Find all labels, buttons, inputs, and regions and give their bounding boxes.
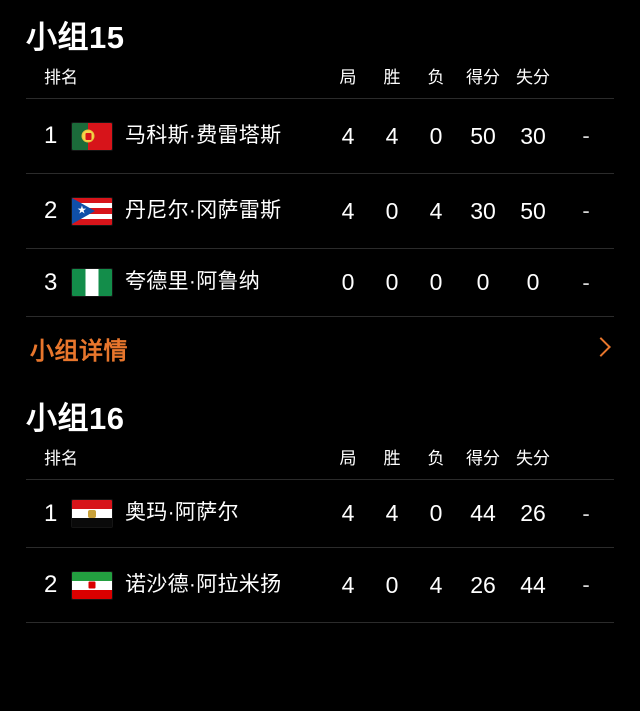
row-points-for: 50 bbox=[470, 122, 496, 149]
column-header-points-for: 得分 bbox=[466, 68, 500, 87]
row-player-name: 夸德里·阿鲁纳 bbox=[125, 270, 261, 294]
table-row[interactable]: 1 奥玛·阿萨尔 4 4 0 44 26 - bbox=[26, 480, 614, 548]
group-details-label: 小组详情 bbox=[30, 337, 128, 365]
table-header-row: 排名 局 胜 负 得分 失分 bbox=[26, 53, 614, 99]
puerto-rico-flag-icon: ★ bbox=[72, 197, 112, 225]
portugal-flag-icon bbox=[72, 122, 112, 150]
column-header-points-against: 失分 bbox=[516, 449, 550, 468]
row-losses: 4 bbox=[429, 197, 443, 224]
group-title-16: 小组16 bbox=[26, 401, 125, 436]
row-wins: 0 bbox=[385, 269, 399, 295]
nigeria-flag-icon bbox=[72, 269, 112, 296]
row-games: 4 bbox=[341, 571, 355, 598]
row-points-against: 30 bbox=[520, 122, 546, 149]
row-extra: - bbox=[582, 269, 590, 295]
row-points-for: 30 bbox=[470, 197, 496, 224]
row-losses: 0 bbox=[429, 500, 443, 526]
row-points-for: 26 bbox=[470, 571, 496, 598]
table-row[interactable]: 1 马科斯·费雷塔斯 4 4 0 50 30 - bbox=[26, 99, 614, 174]
column-header-points-for: 得分 bbox=[466, 449, 500, 468]
table-row-partial[interactable] bbox=[26, 623, 614, 641]
row-losses: 0 bbox=[429, 269, 443, 295]
row-player: 夸德里·阿鲁纳 bbox=[72, 269, 326, 296]
row-points-against: 50 bbox=[520, 197, 546, 224]
row-player: ★ 丹尼尔·冈萨雷斯 bbox=[72, 197, 326, 225]
row-losses: 4 bbox=[429, 571, 443, 598]
row-rank: 2 bbox=[44, 571, 58, 598]
row-player-name: 丹尼尔·冈萨雷斯 bbox=[125, 198, 282, 222]
chevron-right-icon bbox=[590, 337, 612, 359]
column-header-losses: 负 bbox=[427, 449, 445, 468]
column-header-wins: 胜 bbox=[383, 449, 401, 468]
row-rank: 1 bbox=[44, 499, 58, 527]
row-extra: - bbox=[582, 198, 590, 223]
row-wins: 4 bbox=[385, 500, 399, 526]
row-games: 0 bbox=[341, 269, 355, 295]
row-games: 4 bbox=[341, 122, 355, 149]
group-block-15: 小组15 排名 局 胜 负 得分 失分 1 马科斯·费雷塔斯 4 4 bbox=[0, 0, 640, 379]
group-block-16: 小组16 排名 局 胜 负 得分 失分 1 奥玛·阿萨尔 4 4 0 bbox=[0, 379, 640, 641]
row-player: 诺沙德·阿拉米扬 bbox=[72, 571, 326, 599]
row-points-against: 26 bbox=[520, 500, 546, 526]
column-header-games: 局 bbox=[339, 449, 357, 468]
row-rank: 2 bbox=[44, 197, 58, 224]
column-header-rank: 排名 bbox=[44, 68, 78, 87]
row-wins: 4 bbox=[385, 122, 399, 149]
row-rank: 1 bbox=[44, 122, 58, 149]
column-header-losses: 负 bbox=[427, 68, 445, 87]
column-header-points-against: 失分 bbox=[516, 68, 550, 87]
table-header-row: 排名 局 胜 负 得分 失分 bbox=[26, 434, 614, 480]
column-header-wins: 胜 bbox=[383, 68, 401, 87]
table-row[interactable]: 3 夸德里·阿鲁纳 0 0 0 0 0 - bbox=[26, 249, 614, 317]
row-player: 马科斯·费雷塔斯 bbox=[72, 122, 326, 150]
row-wins: 0 bbox=[385, 571, 399, 598]
row-rank: 3 bbox=[44, 268, 58, 296]
row-extra: - bbox=[582, 500, 590, 526]
group-details-link[interactable]: 小组详情 bbox=[26, 317, 614, 379]
standings-table-16: 排名 局 胜 负 得分 失分 1 奥玛·阿萨尔 4 4 0 44 26 bbox=[0, 434, 640, 641]
row-wins: 0 bbox=[385, 197, 399, 224]
row-games: 4 bbox=[341, 500, 355, 526]
row-points-for: 44 bbox=[470, 500, 496, 526]
column-header-rank: 排名 bbox=[44, 449, 78, 468]
row-points-for: 0 bbox=[476, 269, 490, 295]
row-losses: 0 bbox=[429, 122, 443, 149]
row-player-name: 马科斯·费雷塔斯 bbox=[125, 123, 282, 147]
row-player-name: 奥玛·阿萨尔 bbox=[125, 501, 239, 525]
table-row[interactable]: 2 诺沙德·阿拉米扬 4 0 4 26 44 - bbox=[26, 548, 614, 623]
row-points-against: 0 bbox=[526, 269, 540, 295]
row-player: 奥玛·阿萨尔 bbox=[72, 500, 326, 527]
column-header-games: 局 bbox=[339, 68, 357, 87]
iran-flag-icon bbox=[72, 571, 112, 599]
egypt-flag-icon bbox=[72, 500, 112, 527]
row-points-against: 44 bbox=[520, 571, 546, 598]
row-player-name: 诺沙德·阿拉米扬 bbox=[125, 572, 282, 596]
row-games: 4 bbox=[341, 197, 355, 224]
standings-table-15: 排名 局 胜 负 得分 失分 1 马科斯·费雷塔斯 4 4 0 50 30 bbox=[0, 53, 640, 317]
group-title-15: 小组15 bbox=[26, 20, 125, 55]
row-extra: - bbox=[582, 572, 590, 597]
row-extra: - bbox=[582, 123, 590, 148]
table-row[interactable]: 2 ★ 丹尼尔·冈萨雷斯 4 0 4 30 50 - bbox=[26, 174, 614, 249]
